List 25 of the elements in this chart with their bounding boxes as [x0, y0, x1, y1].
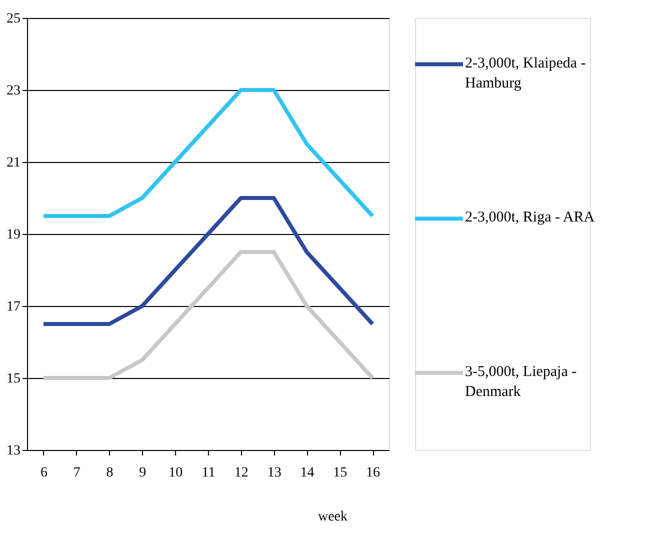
x-tick-label: 13 — [267, 466, 282, 480]
x-tick-label: 8 — [106, 466, 114, 480]
y-tick-label: 19 — [6, 228, 20, 242]
x-tick-label: 9 — [139, 466, 146, 480]
y-tick-label: 17 — [6, 300, 20, 314]
line-series — [41, 250, 375, 380]
y-tick-label: 25 — [6, 12, 20, 26]
y-tick-label: 15 — [6, 372, 20, 386]
x-tick-label: 14 — [300, 466, 314, 480]
line-series — [41, 88, 375, 218]
x-tick-label: 7 — [73, 466, 80, 480]
legend-label: 3-5,000t, Liepaja - Denmark — [465, 364, 577, 400]
x-tick-label: 16 — [366, 466, 380, 480]
legend-label: 2-3,000t, Riga - ARA — [465, 210, 595, 226]
x-tick-label: 11 — [202, 466, 216, 480]
x-tick-label: 12 — [234, 466, 248, 480]
y-tick-label: 21 — [6, 156, 20, 170]
x-tick-label: 6 — [40, 466, 48, 480]
x-tick-label: 10 — [168, 466, 183, 480]
y-tick-label: 13 — [6, 444, 20, 458]
line-series — [41, 196, 375, 326]
x-axis-title: week — [318, 510, 348, 524]
y-tick-label: 23 — [6, 84, 20, 98]
x-tick-label: 15 — [333, 466, 348, 480]
legend-label: 2-3,000t, Klaipeda - Hamburg — [465, 55, 586, 92]
